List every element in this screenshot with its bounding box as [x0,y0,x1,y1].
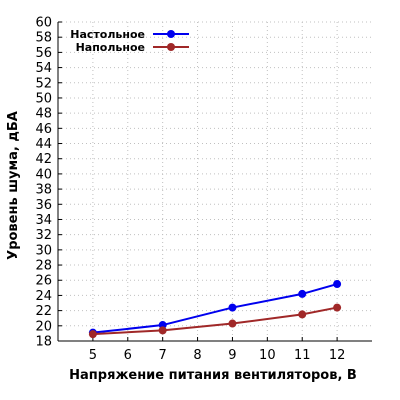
y-tick-label: 44 [35,137,52,152]
data-point [333,280,342,289]
data-point [158,326,167,335]
y-tick-label: 32 [35,228,52,243]
x-tick-label: 9 [228,348,236,363]
y-tick-label: 52 [35,76,52,91]
y-tick-label: 50 [35,91,52,106]
y-tick-label: 30 [35,243,52,258]
x-tick-label: 11 [294,348,311,363]
y-tick-label: 46 [35,122,52,137]
data-point [228,303,237,312]
data-point [228,319,237,328]
tick-labels: 1820222426283032343638404244464850525456… [35,16,345,364]
series-1 [88,280,342,337]
x-tick-label: 6 [124,348,132,363]
y-tick-label: 26 [35,274,52,289]
y-tick-label: 36 [35,198,52,213]
x-tick-label: 8 [193,348,201,363]
y-tick-label: 18 [35,335,52,350]
x-tick-label: 7 [159,348,167,363]
legend-item-1: Настольное [70,28,189,41]
x-tick-label: 5 [89,348,97,363]
data-point [88,330,97,339]
x-axis-title: Напряжение питания вентиляторов, В [69,368,357,383]
data-point [298,310,307,319]
legend-swatch-marker [167,30,175,38]
y-tick-label: 58 [35,31,52,46]
legend-label: Настольное [70,28,145,41]
y-tick-label: 20 [35,319,52,334]
x-tick-label: 12 [329,348,346,363]
y-axis-title: Уровень шума, дБА [6,111,21,260]
y-tick-label: 28 [35,259,52,274]
y-tick-label: 22 [35,304,52,319]
y-tick-label: 34 [35,213,52,228]
series [88,280,342,339]
axes [57,21,372,342]
y-tick-label: 60 [35,16,52,31]
y-tick-label: 54 [35,61,52,76]
data-point [298,289,307,298]
series-2 [88,303,342,339]
legend-item-2: Напольное [76,41,189,54]
y-tick-label: 42 [35,152,52,167]
x-tick-label: 10 [259,348,276,363]
y-tick-label: 56 [35,46,52,61]
y-tick-label: 24 [35,289,52,304]
y-tick-label: 40 [35,167,52,182]
grid [58,21,372,341]
data-point [333,303,342,312]
legend-label: Напольное [76,41,145,54]
y-tick-label: 38 [35,183,52,198]
legend-swatch-marker [167,43,175,51]
y-tick-label: 48 [35,107,52,122]
